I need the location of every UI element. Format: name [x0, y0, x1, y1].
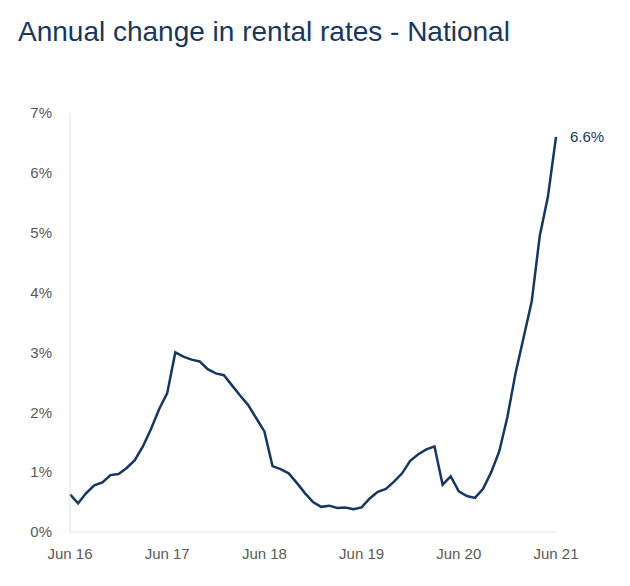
svg-text:Jun 21: Jun 21	[533, 545, 578, 562]
svg-text:3%: 3%	[30, 344, 52, 361]
svg-text:Jun 17: Jun 17	[145, 545, 190, 562]
svg-text:6%: 6%	[30, 164, 52, 181]
svg-text:4%: 4%	[30, 284, 52, 301]
html-text:Annual change in rental rates: Annual change in rental rates - National	[18, 16, 510, 47]
svg-text:Jun 20: Jun 20	[436, 545, 481, 562]
svg-text:Jun 18: Jun 18	[242, 545, 287, 562]
svg-text:7%: 7%	[30, 104, 52, 121]
svg-text:1%: 1%	[30, 463, 52, 480]
svg-text:Jun 19: Jun 19	[339, 545, 384, 562]
svg-text:0%: 0%	[30, 523, 52, 540]
svg-text:6.6%: 6.6%	[570, 128, 604, 145]
svg-text:5%: 5%	[30, 224, 52, 241]
svg-text:Jun 16: Jun 16	[47, 545, 92, 562]
svg-text:2%: 2%	[30, 404, 52, 421]
